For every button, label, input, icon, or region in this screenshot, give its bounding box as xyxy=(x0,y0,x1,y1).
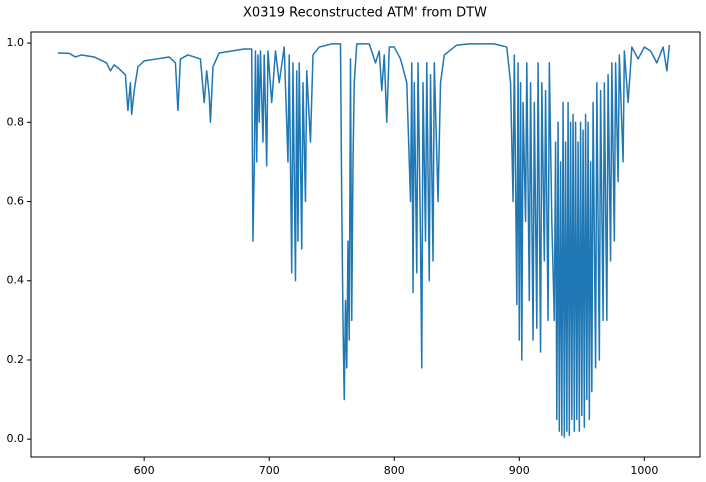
x-tick-label: 600 xyxy=(134,464,155,477)
x-tick-label: 1000 xyxy=(630,464,658,477)
y-tick-label: 1.0 xyxy=(7,36,25,49)
y-tick-label: 0.6 xyxy=(7,195,25,208)
y-tick-label: 0.8 xyxy=(7,115,25,128)
y-tick-label: 0.0 xyxy=(7,432,25,445)
x-tick-label: 700 xyxy=(259,464,280,477)
data-line xyxy=(57,43,671,438)
y-tick-label: 0.4 xyxy=(7,274,25,287)
chart-title: X0319 Reconstructed ATM' from DTW xyxy=(243,6,487,21)
y-tick-label: 0.2 xyxy=(7,353,25,366)
x-tick-label: 900 xyxy=(509,464,530,477)
plot-frame xyxy=(30,31,701,458)
x-tick-label: 800 xyxy=(384,464,405,477)
